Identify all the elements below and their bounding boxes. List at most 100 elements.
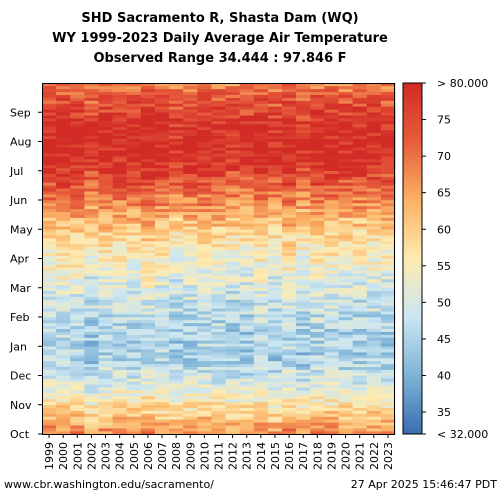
heatmap-cell (169, 404, 184, 408)
heatmap-cell (56, 325, 71, 329)
heatmap-cell (154, 182, 170, 186)
heatmap-cell (56, 387, 71, 391)
heatmap-cell (239, 129, 255, 134)
heatmap-cell (253, 278, 269, 283)
heatmap-cell (296, 276, 311, 280)
heatmap-cell (183, 281, 198, 286)
heatmap-cell (126, 410, 142, 414)
heatmap-cell (70, 287, 85, 291)
heatmap-cell (366, 103, 382, 107)
heatmap-cell (56, 431, 71, 435)
heatmap-cell (338, 334, 353, 338)
heatmap-cell (310, 138, 325, 142)
heatmap-cell (98, 319, 113, 324)
heatmap-cell (366, 349, 382, 353)
heatmap-cell (380, 407, 396, 411)
heatmap-cell (324, 121, 339, 125)
heatmap-cell (253, 208, 269, 212)
heatmap-cell (352, 200, 368, 204)
heatmap-cell (98, 270, 113, 274)
heatmap-cell (225, 126, 240, 131)
heatmap-cell (225, 363, 240, 368)
heatmap-cell (338, 276, 353, 280)
heatmap-cell (183, 226, 198, 230)
heatmap-cell (225, 284, 240, 289)
heatmap-cell (324, 83, 339, 87)
heatmap-cell (197, 220, 212, 224)
heatmap-cell (324, 88, 339, 93)
heatmap-cell (296, 208, 311, 212)
heatmap-cell (98, 290, 113, 294)
heatmap-cell (56, 132, 71, 136)
heatmap-cell (239, 355, 255, 359)
heatmap-cell (310, 366, 325, 370)
heatmap-cell (42, 308, 57, 312)
heatmap-cell (169, 258, 184, 262)
heatmap-cell (211, 308, 226, 312)
heatmap-cell (70, 220, 85, 224)
heatmap-cell (296, 299, 311, 303)
heatmap-cell (70, 91, 85, 95)
heatmap-cell (154, 284, 170, 289)
heatmap-cell (282, 352, 297, 356)
heatmap-cell (169, 290, 184, 294)
heatmap-cell (296, 431, 311, 435)
heatmap-cell (253, 401, 269, 406)
heatmap-cell (282, 331, 297, 335)
heatmap-cell (42, 243, 57, 248)
heatmap-cell (56, 112, 71, 116)
heatmap-cell (380, 328, 396, 332)
heatmap-cell (324, 384, 339, 388)
heatmap-cell (296, 278, 311, 283)
heatmap-cell (154, 314, 170, 318)
heatmap-cell (70, 100, 85, 104)
heatmap-cell (183, 229, 198, 233)
heatmap-cell (267, 235, 283, 239)
heatmap-cell (42, 337, 57, 341)
heatmap-cell (126, 264, 142, 268)
heatmap-cell (352, 123, 368, 128)
heatmap-cell (267, 240, 283, 245)
heatmap-cell (253, 431, 269, 435)
heatmap-cell (380, 194, 396, 198)
heatmap-cell (225, 393, 240, 397)
heatmap-cell (140, 252, 156, 256)
heatmap-cell (296, 287, 311, 291)
heatmap-cell (126, 205, 142, 210)
heatmap-cell (296, 393, 311, 397)
heatmap-cell (310, 278, 325, 283)
heatmap-cell (267, 293, 283, 297)
heatmap-cell (197, 205, 212, 210)
heatmap-cell (197, 372, 212, 376)
heatmap-cell (380, 197, 396, 201)
heatmap-cell (211, 322, 226, 327)
heatmap-cell (98, 141, 113, 145)
heatmap-cell (197, 208, 212, 212)
heatmap-cell (126, 173, 142, 177)
heatmap-cell (282, 296, 297, 300)
heatmap-cell (225, 182, 240, 186)
heatmap-cell (42, 393, 57, 397)
heatmap-cell (56, 129, 71, 134)
heatmap-cell (380, 305, 396, 309)
heatmap-cell (239, 384, 255, 388)
heatmap-cell (380, 182, 396, 186)
heatmap-cell (310, 273, 325, 277)
heatmap-cell (98, 200, 113, 204)
heatmap-cell (338, 314, 353, 318)
heatmap-cell (98, 305, 113, 309)
heatmap-cell (338, 422, 353, 426)
heatmap-cell (352, 258, 368, 262)
heatmap-cell (197, 296, 212, 300)
heatmap-cell (56, 319, 71, 324)
heatmap-cell (98, 126, 113, 131)
heatmap-cell (126, 214, 142, 218)
heatmap-cell (225, 88, 240, 93)
heatmap-cell (211, 85, 226, 90)
heatmap-cell (225, 419, 240, 423)
heatmap-cell (84, 211, 99, 215)
heatmap-cell (126, 243, 142, 248)
heatmap-cell (84, 363, 99, 368)
heatmap-cell (169, 188, 184, 192)
heatmap-cell (70, 188, 85, 192)
